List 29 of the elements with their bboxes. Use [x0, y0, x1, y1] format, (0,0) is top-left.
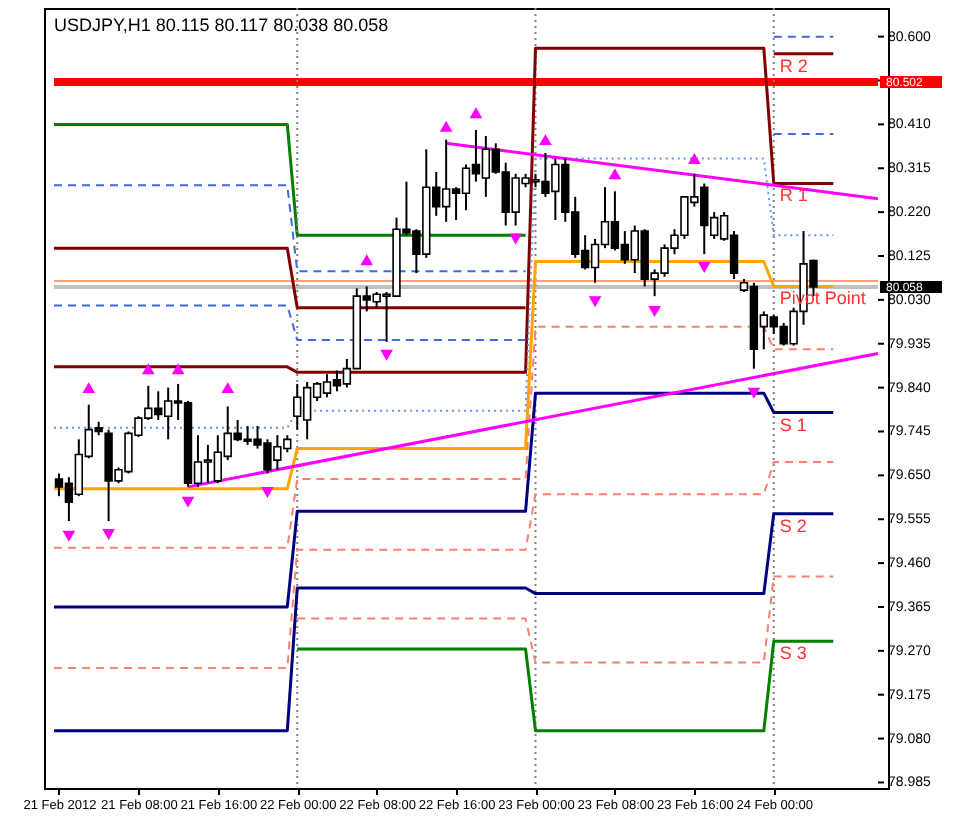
- point: [82, 382, 96, 394]
- point: [439, 120, 453, 132]
- series-label: R 2: [779, 55, 808, 76]
- line-series: [52, 512, 835, 733]
- point: [181, 496, 195, 508]
- point: [380, 349, 393, 361]
- point: [261, 486, 274, 498]
- point: [747, 387, 761, 399]
- point: [102, 528, 115, 540]
- point: [221, 382, 235, 394]
- point: [360, 254, 374, 266]
- point: [509, 233, 522, 245]
- line-series: [53, 460, 835, 669]
- point: [171, 363, 185, 375]
- series-label: S 2: [779, 515, 807, 536]
- point: [469, 107, 483, 119]
- point: [648, 305, 661, 317]
- point: [588, 296, 602, 308]
- chart-title: USDJPY,H1 80.115 80.117 80.038 80.058: [54, 15, 389, 35]
- series-label: R 1: [779, 185, 808, 206]
- series-label: S 1: [779, 414, 807, 435]
- point: [141, 363, 155, 375]
- series-label: S 3: [779, 643, 807, 664]
- point: [697, 262, 711, 274]
- point: [688, 153, 701, 165]
- line-series: [52, 391, 835, 609]
- point: [539, 134, 552, 146]
- point: [608, 168, 622, 180]
- point: [62, 530, 76, 542]
